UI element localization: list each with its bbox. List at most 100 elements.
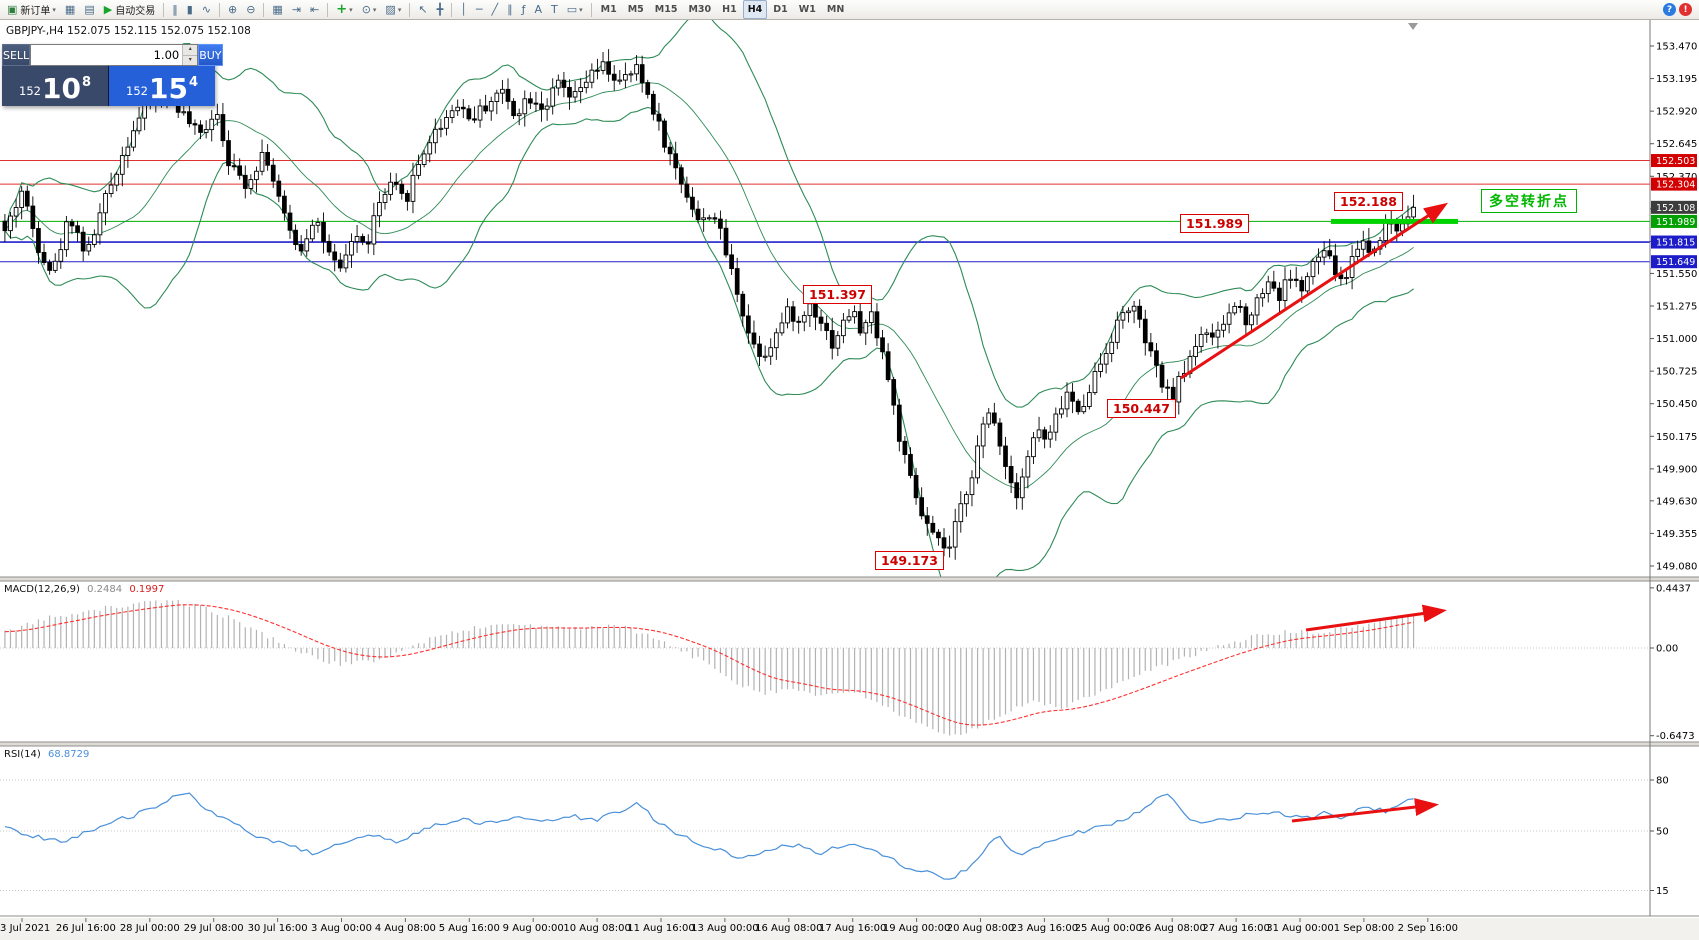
time-axis-label: 2 Sep 16:00	[1397, 923, 1458, 934]
trendline-icon: ╱	[491, 3, 499, 16]
price-tick-label: 149.900	[1656, 464, 1697, 475]
line-chart-button[interactable]: ∿	[198, 0, 215, 19]
ask-price[interactable]: 152 15 4	[108, 66, 215, 106]
timeframe-m15-button[interactable]: M15	[654, 4, 678, 15]
periods-button[interactable]: ⊙ ▾	[358, 0, 381, 19]
price-tick-label: 152.645	[1656, 139, 1697, 150]
volume-field: ▴ ▾	[30, 44, 199, 66]
zoom-in-icon: ⊕	[227, 3, 238, 16]
price-tick-label: 151.550	[1656, 269, 1697, 280]
volume-down-button[interactable]: ▾	[183, 55, 198, 65]
line-chart-icon: ∿	[201, 3, 211, 16]
chart-symbol-label: GBPJPY-,H4 152.075 152.115 152.075 152.1…	[6, 25, 251, 37]
volume-input[interactable]	[31, 45, 183, 65]
buy-button[interactable]: BUY	[198, 44, 223, 66]
candlestick-chart-button[interactable]: ▮	[183, 0, 197, 19]
volume-up-button[interactable]: ▴	[183, 45, 198, 56]
price-tick-label: 153.470	[1656, 42, 1697, 53]
price-annotation-box[interactable]: 149.173	[875, 551, 944, 570]
equidistant-channel-button[interactable]: ∥	[503, 0, 517, 19]
ask-pip-digit: 4	[188, 75, 198, 90]
macd-histogram	[4, 600, 1415, 736]
profile-button[interactable]: ▤	[80, 0, 98, 19]
price-tag-151.649: 151.649	[1656, 257, 1695, 268]
time-axis-label: 26 Jul 16:00	[55, 923, 116, 934]
price-tag-152.304: 152.304	[1656, 180, 1695, 191]
macd-indicator-label: MACD(12,26,9) 0.2484 0.1997	[4, 584, 164, 595]
help-button[interactable]: ?	[1663, 3, 1676, 16]
vertical-line-button[interactable]: │	[456, 0, 471, 19]
macd-main-value: 0.2484	[87, 584, 123, 595]
price-annotation-box[interactable]: 151.397	[803, 285, 872, 304]
toolbar-right-group: ?!	[1663, 3, 1692, 16]
zoom-out-button[interactable]: ⊖	[242, 0, 259, 19]
macd-trend-arrow[interactable]	[1305, 604, 1447, 632]
time-axis-label: 10 Aug 08:00	[563, 923, 631, 934]
cursor-button[interactable]: ↖	[414, 0, 431, 19]
timeframe-m30-button[interactable]: M30	[688, 4, 712, 15]
price-tag-151.989: 151.989	[1656, 217, 1695, 228]
time-axis-label: 28 Jul 00:00	[119, 923, 180, 934]
timeframe-d1-button[interactable]: D1	[773, 4, 788, 15]
rsi-trend-arrow[interactable]	[1291, 798, 1439, 823]
horizontal-line-button[interactable]: ─	[472, 0, 487, 19]
price-tick-label: 150.450	[1656, 399, 1697, 410]
new-order-button[interactable]: ▣ 新订单 ▾	[3, 0, 60, 19]
new-order-label: 新订单	[20, 6, 51, 17]
autotrading-button[interactable]: ▶ 自动交易	[100, 0, 159, 19]
bid-prefix: 152	[19, 84, 41, 98]
crosshair-button[interactable]: ╋	[433, 0, 448, 19]
text-label-button[interactable]: T	[547, 0, 562, 19]
indicators-button[interactable]: + ▾	[332, 0, 356, 19]
timeframe-m1-button[interactable]: M1	[600, 4, 617, 15]
rsi-axis-label: 50	[1656, 827, 1669, 838]
tile-windows-button[interactable]: ▦	[268, 0, 286, 19]
timeframe-h4-button[interactable]: H4	[742, 0, 768, 19]
sell-button[interactable]: SELL	[2, 44, 31, 66]
bid-price[interactable]: 152 10 8	[2, 66, 108, 106]
toolbar-separator	[263, 2, 265, 17]
price-annotation-box[interactable]: 151.989	[1180, 214, 1249, 233]
timeframe-mn-button[interactable]: MN	[826, 4, 845, 15]
fibonacci-button[interactable]: ƒ	[518, 0, 530, 19]
bid-big-digits: 10	[41, 72, 81, 105]
new-order-icon: ▣	[7, 3, 18, 16]
time-axis-strip	[0, 918, 1699, 940]
community-button[interactable]: !	[1679, 3, 1692, 16]
timeframe-w1-button[interactable]: W1	[798, 4, 816, 15]
templates-button[interactable]: ▨ ▾	[381, 0, 405, 19]
price-trend-arrow[interactable]	[1180, 202, 1449, 380]
price-tick-label: 149.080	[1656, 561, 1697, 572]
indicator-axes: 0.4437 0.00 -0.6473 80 50 15	[1650, 583, 1695, 897]
periods-icon: ⊙	[361, 3, 371, 16]
time-axis-label: 26 Aug 08:00	[1138, 923, 1206, 934]
time-axis-label: 16 Aug 08:00	[755, 923, 823, 934]
price-annotation-box[interactable]: 150.447	[1107, 399, 1176, 418]
price-annotation-box[interactable]: 152.188	[1334, 192, 1403, 211]
macd-axis-label: -0.6473	[1656, 731, 1695, 742]
bar-chart-button[interactable]: ‖	[168, 0, 182, 19]
turning-point-note[interactable]: 多空转折点	[1481, 189, 1577, 213]
bid-pip-digit: 8	[81, 75, 91, 90]
text-button[interactable]: A	[530, 0, 546, 19]
shapes-button[interactable]: ▭ ▾	[563, 0, 587, 19]
price-tick-label: 149.630	[1656, 496, 1697, 507]
dropdown-arrow-icon: ▾	[52, 5, 56, 14]
chart-shift-button[interactable]: ⇤	[306, 0, 323, 19]
auto-scroll-button[interactable]: ⇥	[288, 0, 305, 19]
price-tag-152.108: 152.108	[1656, 203, 1695, 214]
templates-icon: ▨	[385, 3, 396, 16]
timeframe-m5-button[interactable]: M5	[627, 4, 644, 15]
green-resistance-bar[interactable]	[1331, 218, 1458, 224]
price-tag-151.815: 151.815	[1656, 238, 1695, 249]
ask-big-digits: 15	[148, 72, 188, 105]
dropdown-arrow-icon: ▾	[349, 5, 353, 14]
trendline-button[interactable]: ╱	[487, 0, 502, 19]
timeframe-h1-button[interactable]: H1	[722, 4, 737, 15]
zoom-in-button[interactable]: ⊕	[224, 0, 241, 19]
time-axis-label: 5 Aug 16:00	[438, 923, 500, 934]
time-axis-label: 25 Aug 00:00	[1074, 923, 1143, 934]
charts-grid-button[interactable]: ▦	[61, 0, 79, 19]
